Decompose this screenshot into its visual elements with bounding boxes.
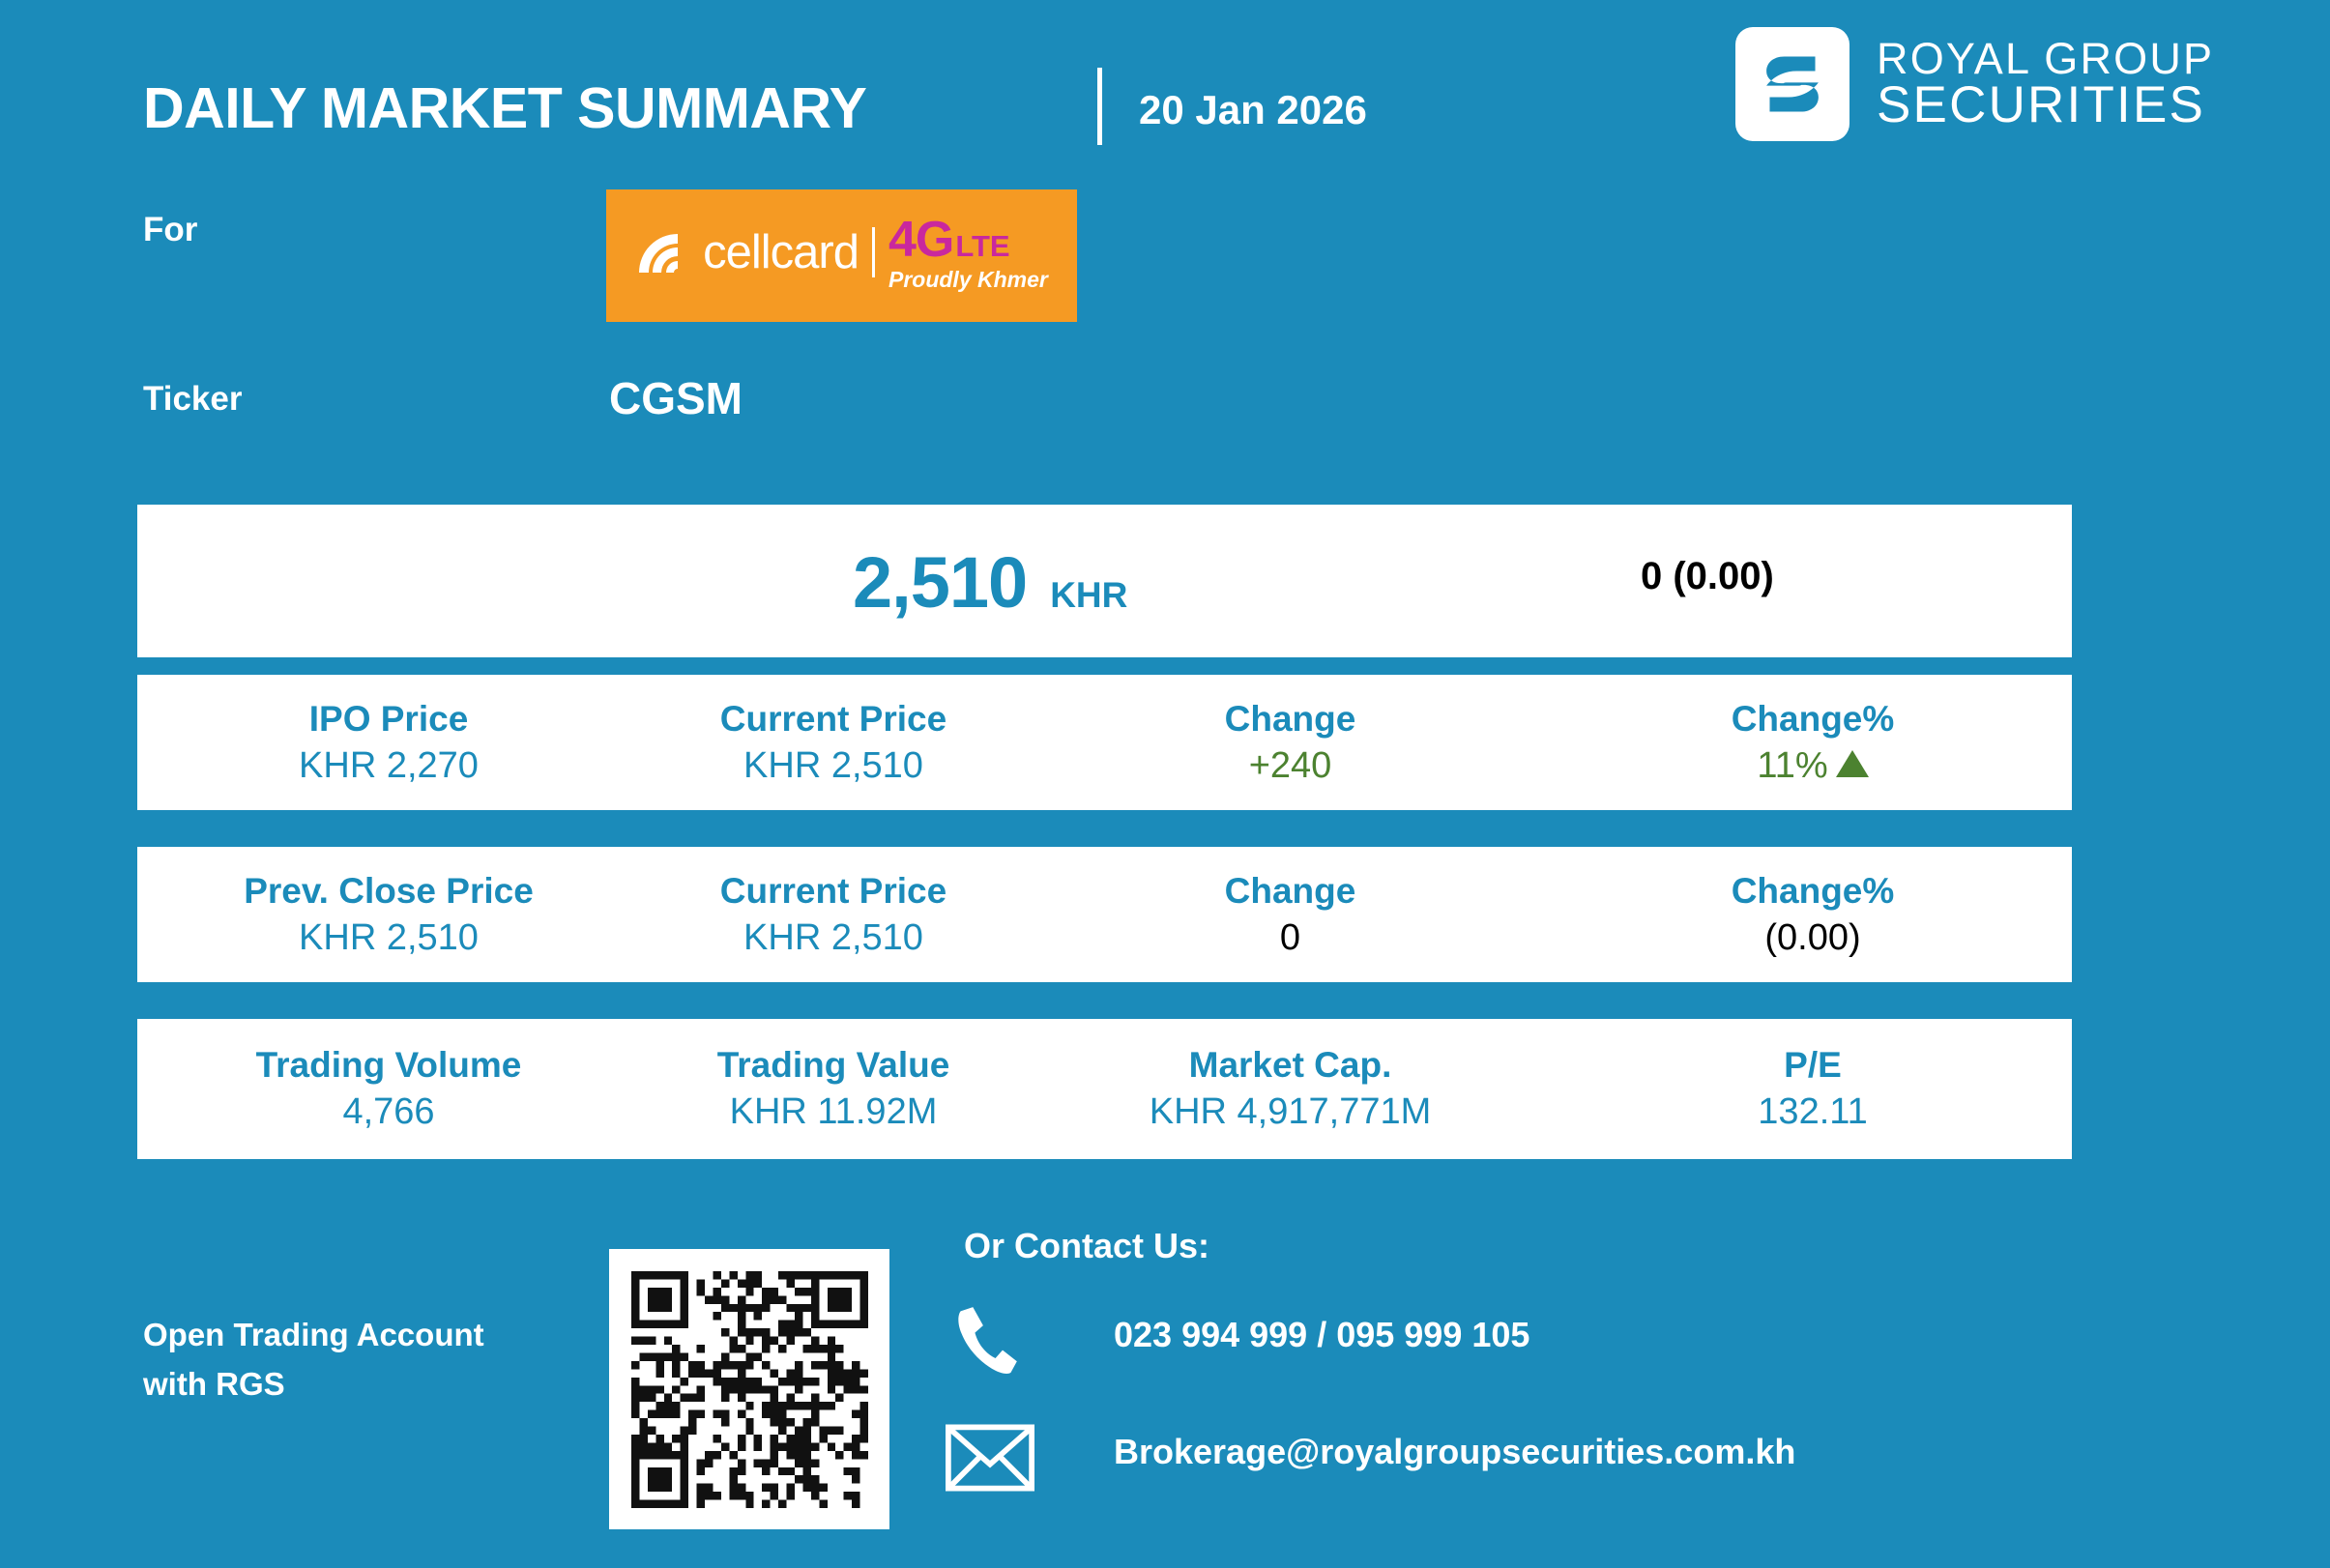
- cell-value: 11%: [1757, 744, 1828, 786]
- price-banner: 2,510 KHR 0 (0.00): [137, 505, 2072, 657]
- cta-line-1: Open Trading Account: [143, 1317, 484, 1352]
- royal-group-securities-logo: ROYAL GROUP SECURITIES: [1735, 27, 2214, 141]
- cell-value: (0.00): [1764, 916, 1861, 958]
- ticker-label: Ticker: [143, 380, 243, 418]
- cell-header: Change%: [1731, 870, 1895, 911]
- cell-header: Prev. Close Price: [244, 870, 534, 911]
- table-row: IPO Price KHR 2,270 Current Price KHR 2,…: [137, 675, 2072, 810]
- cell-value: 132.11: [1758, 1091, 1868, 1132]
- brand-line-1: ROYAL GROUP: [1877, 33, 2215, 83]
- cell-header: Change: [1224, 698, 1356, 739]
- cell-value: KHR 4,917,771M: [1149, 1091, 1432, 1132]
- open-account-cta: Open Trading Account with RGS: [143, 1310, 559, 1408]
- cell-value-group: 11%: [1757, 744, 1869, 787]
- table-cell: IPO Price KHR 2,270: [137, 675, 640, 810]
- cell-header: P/E: [1784, 1045, 1842, 1085]
- cell-value: KHR 2,510: [299, 916, 479, 958]
- cell-header: Change: [1224, 870, 1356, 911]
- table-cell: Current Price KHR 2,510: [640, 675, 1027, 810]
- cell-header: Current Price: [719, 870, 947, 911]
- signal-arc-icon: [639, 233, 679, 273]
- table-cell: Change +240: [1027, 675, 1554, 810]
- page-title: DAILY MARKET SUMMARY: [143, 76, 867, 140]
- brand-line-2: SECURITIES: [1877, 76, 2206, 134]
- cell-value: 4,766: [342, 1091, 435, 1132]
- ticker-value: CGSM: [609, 373, 743, 423]
- cell-header: IPO Price: [308, 698, 469, 739]
- table-cell: Change% (0.00): [1554, 847, 2072, 982]
- cell-header: Market Cap.: [1188, 1045, 1392, 1085]
- contact-title: Or Contact Us:: [964, 1226, 1210, 1265]
- arrow-up-icon: [1835, 750, 1869, 777]
- report-date: 20 Jan 2026: [1139, 87, 1367, 132]
- table-cell: Prev. Close Price KHR 2,510: [137, 847, 640, 982]
- page-header: DAILY MARKET SUMMARY 20 Jan 2026 ROYAL G…: [0, 0, 2330, 184]
- for-label: For: [143, 211, 198, 248]
- table-row: Trading Volume 4,766 Trading Value KHR 1…: [137, 1019, 2072, 1159]
- table-cell: Change 0: [1027, 847, 1554, 982]
- cell-header: Current Price: [719, 698, 947, 739]
- rgs-logomark-icon: [1735, 27, 1849, 141]
- cell-header: Trading Value: [716, 1045, 950, 1085]
- contact-phone[interactable]: 023 994 999 / 095 999 105: [1114, 1315, 1530, 1354]
- cell-value: KHR 2,510: [743, 744, 923, 786]
- last-price: 2,510: [853, 542, 1028, 623]
- price-main-group: 2,510 KHR: [853, 541, 1127, 624]
- table-cell: P/E 132.11: [1554, 1019, 2072, 1159]
- cellcard-logo: cellcard 4G LTE Proudly Khmer: [606, 189, 1077, 322]
- cellcard-network: 4G: [888, 212, 954, 268]
- contact-email[interactable]: Brokerage@royalgroupsecurities.com.kh: [1114, 1432, 1796, 1471]
- table-cell: Trading Volume 4,766: [137, 1019, 640, 1159]
- table-cell: Current Price KHR 2,510: [640, 847, 1027, 982]
- cellcard-tagline: Proudly Khmer: [888, 267, 1048, 292]
- table-cell: Market Cap. KHR 4,917,771M: [1027, 1019, 1554, 1159]
- cell-value: KHR 2,270: [299, 744, 479, 786]
- email-icon: [946, 1424, 1034, 1492]
- cell-value: KHR 2,510: [743, 916, 923, 958]
- qr-code-image: [630, 1270, 868, 1508]
- table-row: Prev. Close Price KHR 2,510 Current Pric…: [137, 847, 2072, 982]
- cellcard-wordmark: cellcard: [703, 225, 859, 278]
- price-currency: KHR: [1050, 575, 1128, 615]
- cell-header: Trading Volume: [255, 1045, 522, 1085]
- table-cell: Change% 11%: [1554, 675, 2072, 810]
- cellcard-divider: [871, 226, 875, 277]
- price-change-summary: 0 (0.00): [1641, 555, 1774, 597]
- cell-value: KHR 11.92M: [729, 1091, 938, 1132]
- cta-line-2: with RGS: [143, 1366, 285, 1403]
- rgs-leaf-glyph-icon: [1766, 56, 1819, 112]
- header-divider: [1097, 68, 1102, 145]
- cell-value: 0: [1279, 916, 1301, 958]
- cell-header: Change%: [1731, 698, 1895, 739]
- qr-code[interactable]: [609, 1249, 889, 1529]
- cell-value: +240: [1248, 744, 1332, 786]
- cellcard-network-suffix: LTE: [955, 229, 1010, 263]
- table-cell: Trading Value KHR 11.92M: [640, 1019, 1027, 1159]
- phone-icon: [958, 1307, 1017, 1374]
